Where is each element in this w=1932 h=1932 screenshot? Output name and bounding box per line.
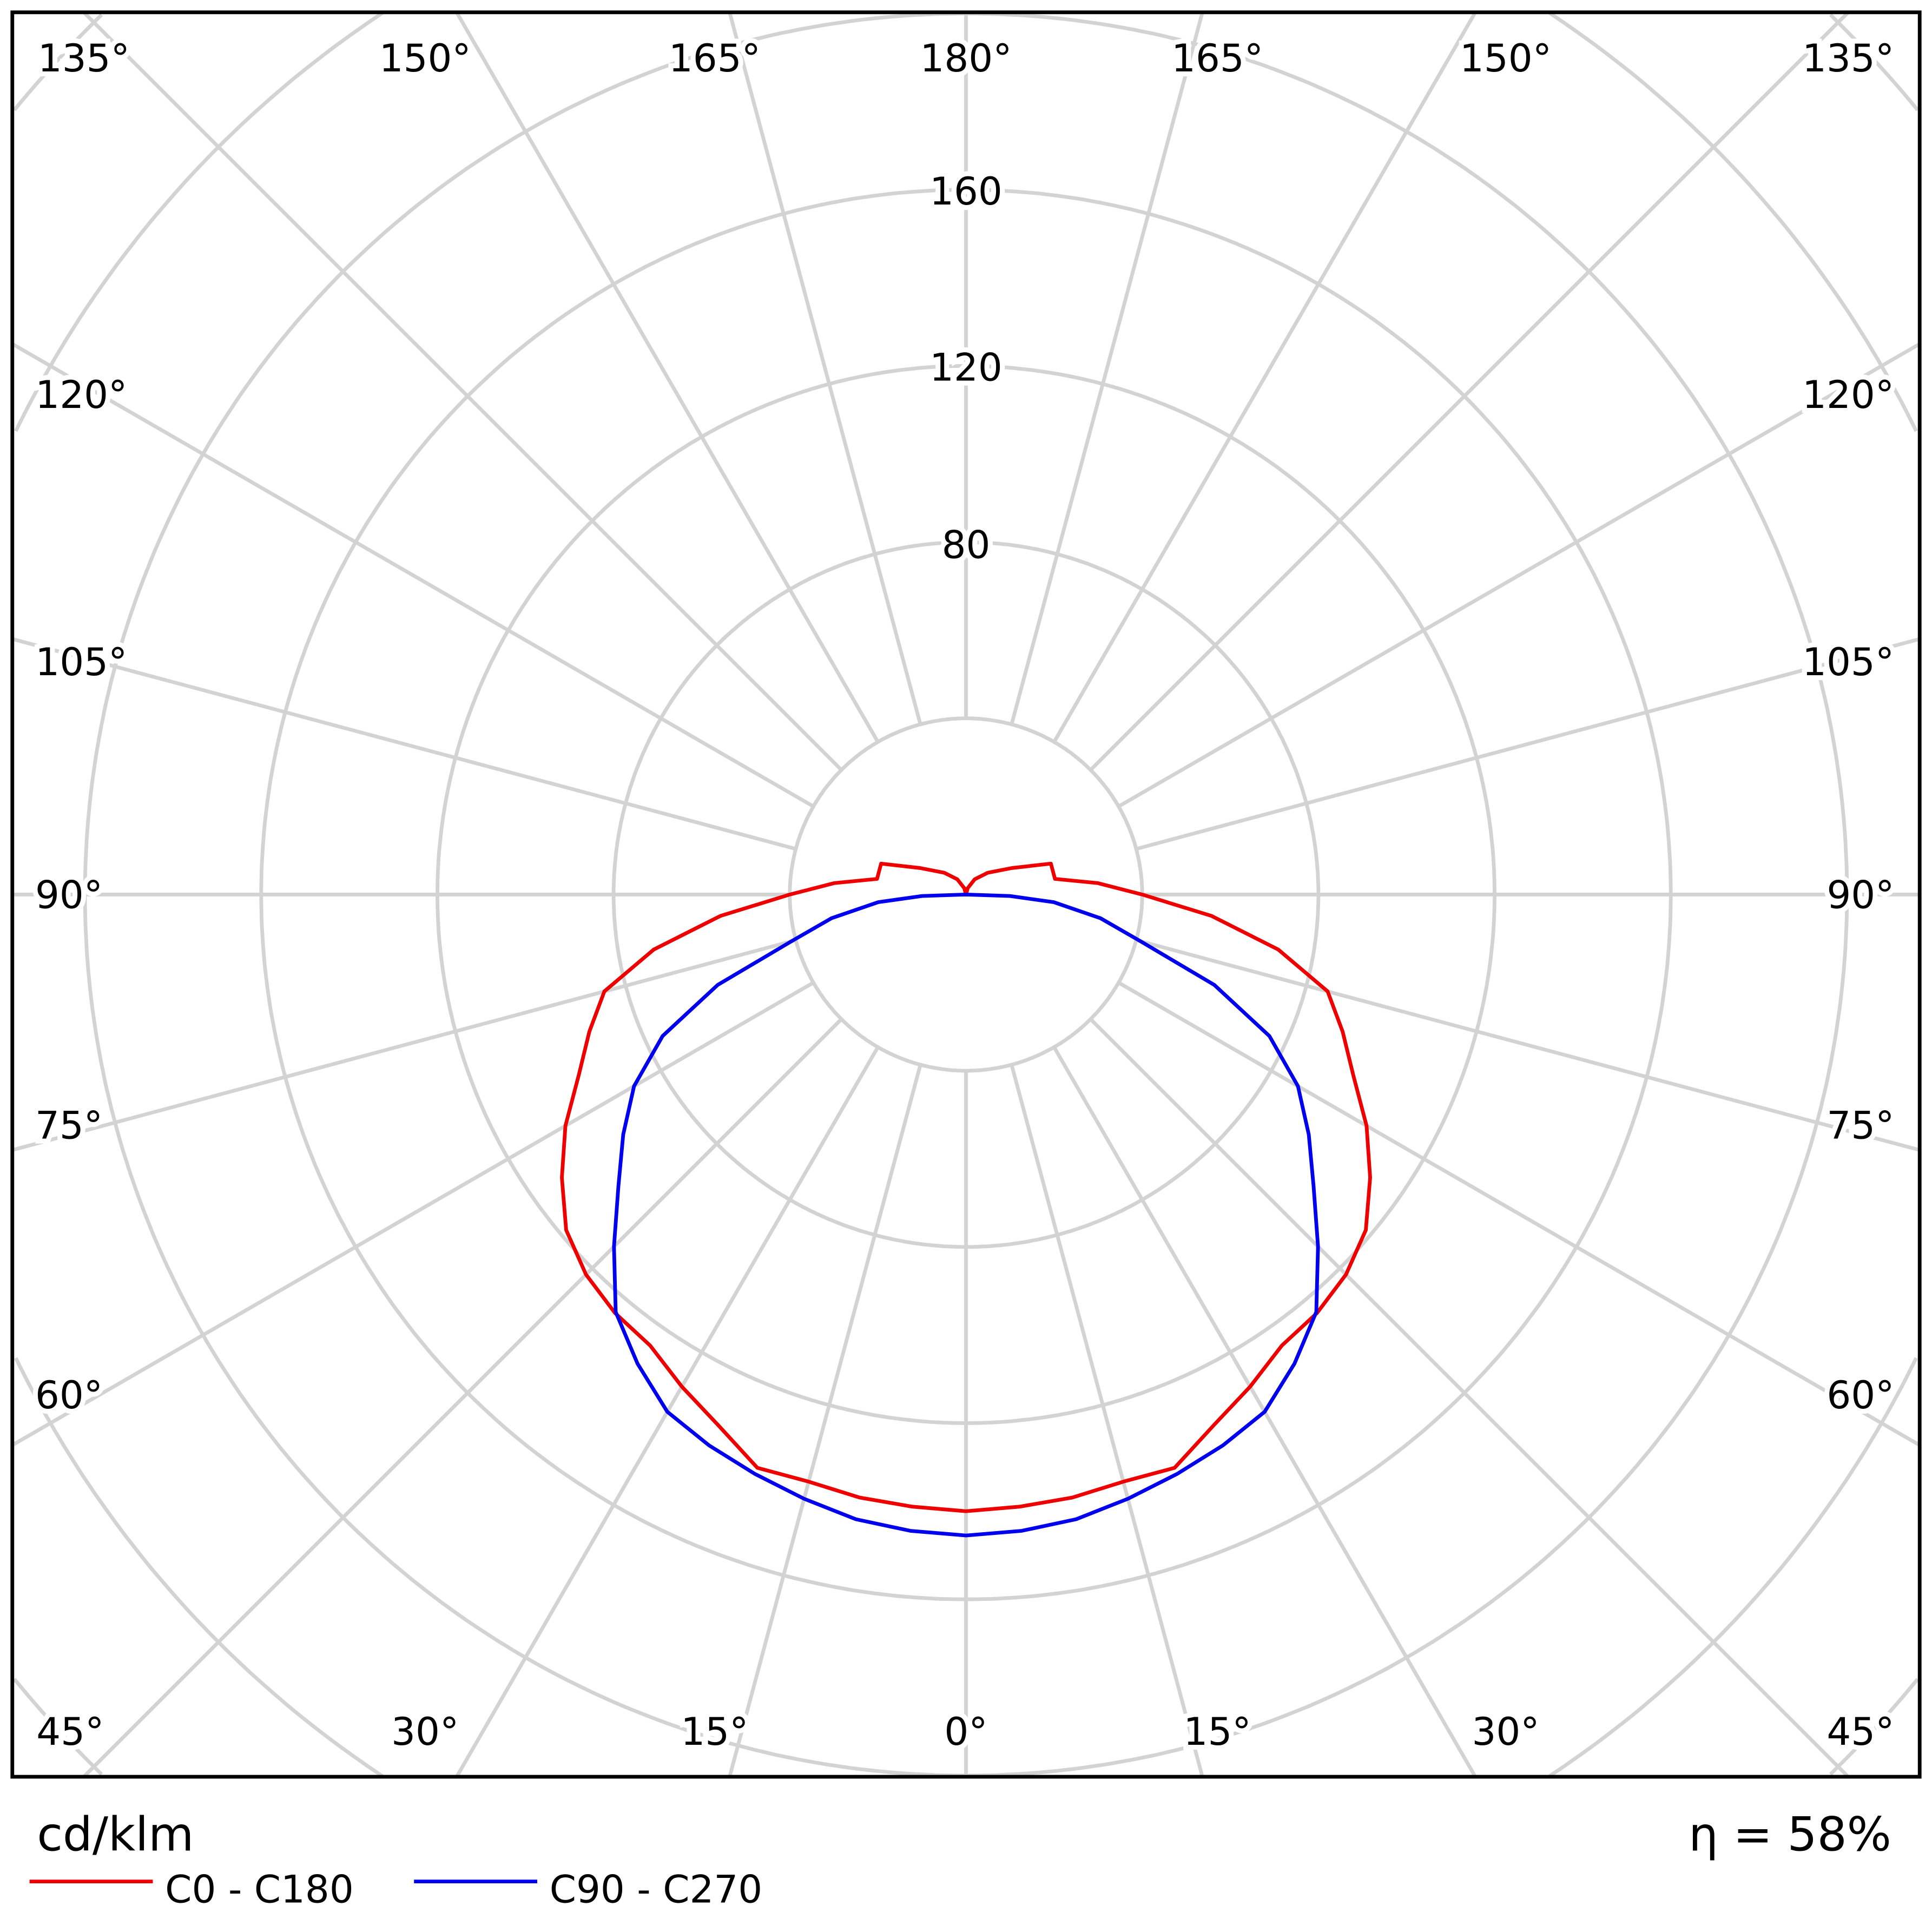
unit-label: cd/klm: [37, 1808, 194, 1862]
angle-label: 105°: [1802, 639, 1894, 684]
grid-spoke: [1052, 11, 1477, 743]
chart-frame: [10, 10, 1922, 1779]
angle-label: 120°: [35, 372, 127, 417]
angle-label: 90°: [35, 872, 103, 917]
radial-tick-labels: 80 120 160: [925, 164, 1007, 572]
grid-ring: [1829, 13, 1920, 111]
grid-spoke: [11, 637, 796, 851]
grid-ring: [12, 1678, 103, 1776]
angle-label: 0°: [944, 1709, 987, 1754]
angle-label: 75°: [35, 1103, 103, 1148]
angle-labels-top: 135° 150° 165° 180° 165° 150° 135°: [33, 31, 1900, 85]
grid-ring: [14, 11, 384, 432]
efficiency-label: η = 58%: [1689, 1808, 1891, 1862]
angle-label: 15°: [1184, 1709, 1251, 1754]
legend-label-c0-c180: C0 - C180: [165, 1867, 354, 1911]
grid-spoke: [728, 11, 922, 725]
grid-spoke: [1117, 981, 1921, 1447]
grid-spoke: [1089, 1018, 1850, 1778]
radial-tick-label: 120: [929, 345, 1003, 390]
legend-label-c90-c270: C90 - C270: [550, 1867, 763, 1911]
angle-labels-left: 120° 105° 90° 75° 60°: [30, 367, 133, 1422]
grid-spoke: [11, 938, 796, 1152]
grid-ring: [14, 1357, 384, 1778]
grid-spoke: [455, 11, 880, 743]
angle-labels-right: 120° 105° 90° 75° 60°: [1797, 367, 1900, 1422]
angle-label: 165°: [1171, 36, 1263, 81]
grid-spoke: [1117, 342, 1921, 808]
radial-tick-label: 160: [929, 169, 1003, 214]
grid-spoke: [728, 1064, 922, 1777]
grid-spoke: [1010, 11, 1204, 725]
angle-label: 135°: [38, 36, 130, 81]
grid-spoke: [82, 1018, 843, 1778]
angle-label: 45°: [1827, 1709, 1894, 1754]
grid-spoke: [1136, 938, 1921, 1152]
angle-label: 165°: [669, 36, 761, 81]
angle-label: 120°: [1802, 372, 1894, 417]
series-curve-0: [560, 861, 1372, 1513]
angle-label: 45°: [36, 1709, 104, 1754]
series-curve-1: [612, 892, 1320, 1538]
angle-label: 15°: [681, 1709, 748, 1754]
angle-label: 60°: [35, 1373, 103, 1417]
grid-spoke: [1136, 637, 1921, 851]
angle-label: 150°: [1460, 36, 1552, 81]
angle-label: 150°: [379, 36, 471, 81]
angle-label: 135°: [1802, 36, 1894, 81]
angle-label: 90°: [1827, 872, 1894, 917]
angle-label: 30°: [1472, 1709, 1539, 1754]
grid-spoke: [1010, 1064, 1204, 1777]
angle-labels-bottom: 45° 30° 15° 0° 15° 30° 45°: [31, 1704, 1899, 1759]
legend: C0 - C180 C90 - C270: [29, 1867, 763, 1911]
grid-ring: [1829, 1678, 1920, 1776]
angle-label: 180°: [920, 36, 1012, 81]
grid-spoke: [82, 11, 843, 772]
angle-label: 75°: [1827, 1103, 1894, 1148]
grid-spoke: [11, 981, 815, 1447]
intensity-curves: [560, 861, 1372, 1538]
angle-label: 30°: [391, 1709, 459, 1754]
radial-tick-label: 80: [942, 523, 991, 568]
grid-spoke: [1089, 11, 1850, 772]
grid-spoke: [11, 342, 815, 808]
grid-ring: [12, 13, 103, 111]
grid-ring: [1548, 1357, 1918, 1778]
grid-ring: [1548, 11, 1918, 432]
angle-label: 60°: [1827, 1373, 1894, 1417]
angle-label: 105°: [35, 639, 127, 684]
